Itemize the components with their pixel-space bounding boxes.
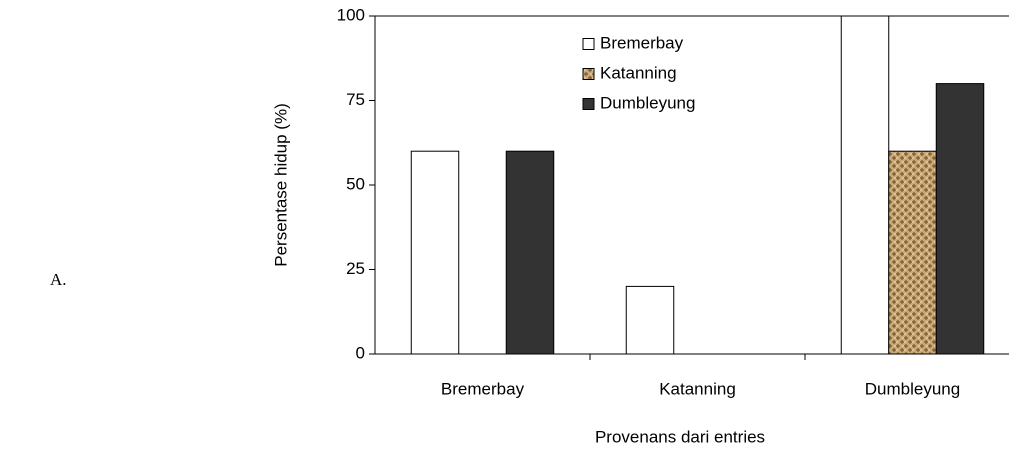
x-tick-label: Dumbleyung — [865, 379, 960, 398]
panel-label: A. — [50, 270, 67, 289]
bar — [505, 150, 555, 355]
legend-swatch — [582, 68, 595, 80]
y-tick-label: 25 — [346, 259, 365, 278]
legend-label: Dumbleyung — [600, 93, 695, 112]
x-axis-title: Provenans dari entries — [595, 427, 765, 446]
bar — [410, 150, 460, 355]
y-axis-title: Persentase hidup (%) — [271, 103, 290, 266]
y-tick-label: 75 — [346, 90, 365, 109]
legend-swatch — [582, 38, 595, 50]
bar — [625, 285, 675, 355]
legend-label: Katanning — [600, 63, 677, 82]
y-tick-label: 50 — [346, 174, 365, 193]
bar — [840, 15, 890, 355]
x-tick-label: Bremerbay — [441, 379, 525, 398]
legend-swatch — [582, 98, 595, 110]
y-tick-label: 100 — [337, 5, 365, 24]
y-tick-label: 0 — [356, 343, 365, 362]
legend-label: Bremerbay — [600, 33, 684, 52]
bar — [888, 150, 937, 355]
x-tick-label: Katanning — [659, 379, 736, 398]
bar — [935, 83, 985, 355]
